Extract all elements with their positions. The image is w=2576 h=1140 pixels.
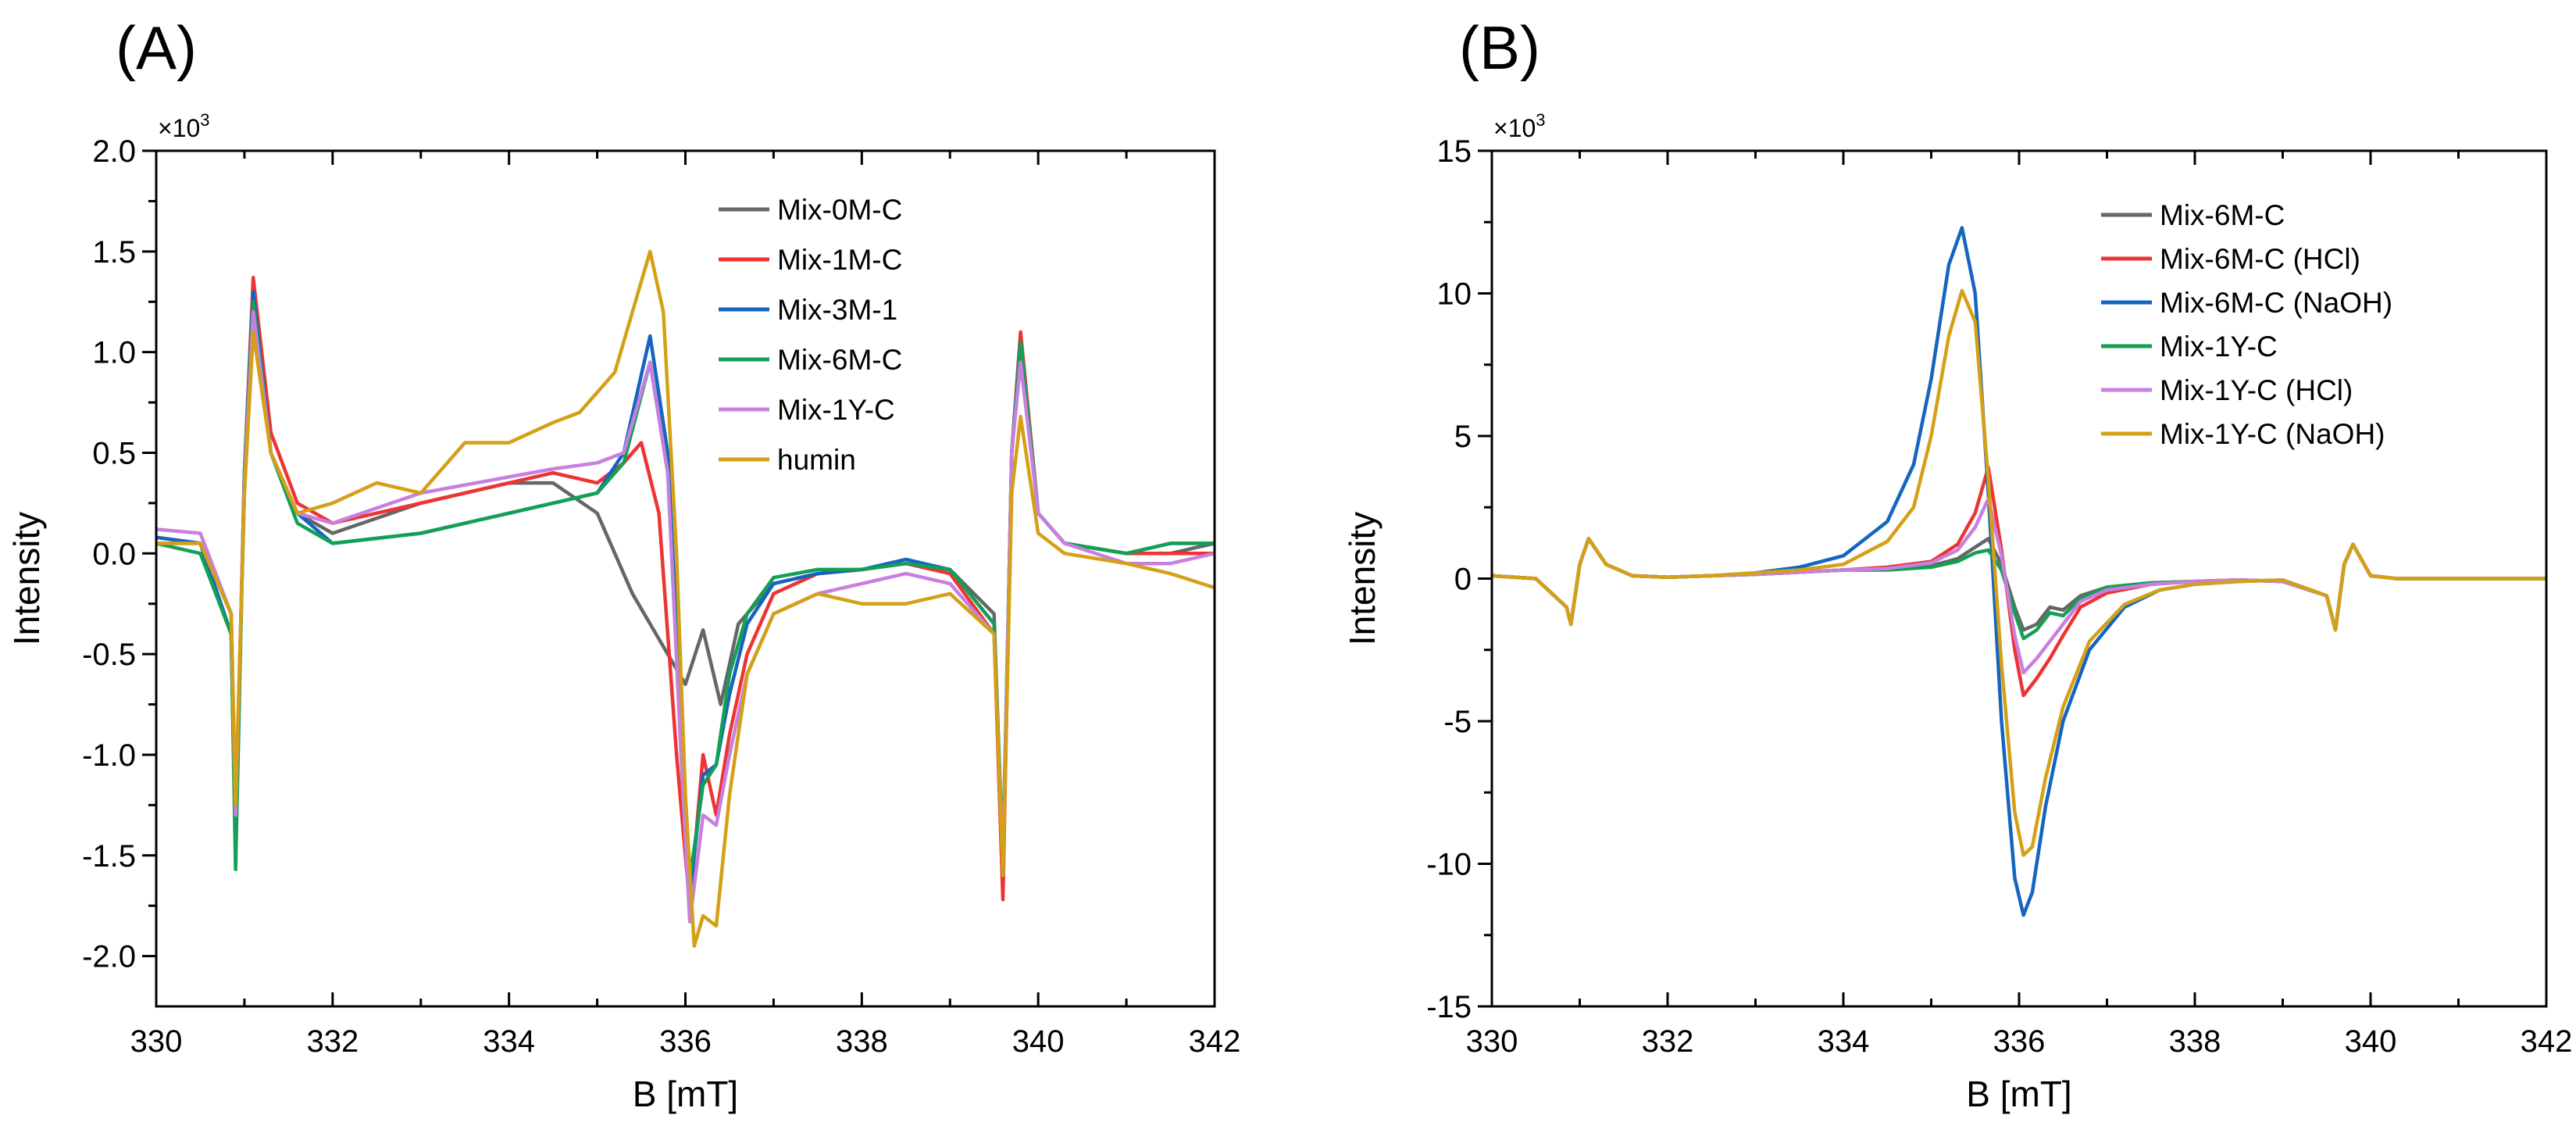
plot-frame (155, 149, 1216, 1008)
legend-label: Mix-6M-C (HCl) (2160, 243, 2360, 275)
series-group (1492, 226, 2546, 917)
legend: Mix-0M-C Mix-1M-C Mix-3M-1 Mix-6M-C Mix-1Y-C… (719, 194, 902, 476)
legend-label: Mix-1Y-C (2160, 331, 2278, 363)
y-tick-label: 0 (1454, 563, 1472, 597)
y-tick-label: 10 (1437, 277, 1472, 312)
y-tick-label: 5 (1454, 420, 1472, 454)
series-line-mix-6m-c-naoh (1492, 226, 2546, 917)
y-tick-label: 2.0 (92, 134, 136, 169)
x-tick-label: 334 (1818, 1024, 1870, 1059)
x-tick-label: 338 (2169, 1024, 2221, 1059)
legend-label: Mix-1Y-C (HCl) (2160, 374, 2353, 406)
panel-b: (B) 330 332 334 336 338 340 342 -15 -10 -5 0 5 10 15 B… (1342, 13, 2572, 1114)
series-line-mix-1y-c-hcl (1492, 497, 2546, 675)
y-axis-label: Intensity (1342, 512, 1383, 645)
y-tick-label: 1.0 (92, 336, 136, 370)
series-line-mix-1y-c (156, 309, 1215, 924)
x-tick-label: 340 (1012, 1024, 1065, 1059)
x-axis-label: B [mT] (1966, 1074, 2071, 1114)
x-tick-label: 334 (483, 1024, 535, 1059)
x-tick-label: 338 (836, 1024, 888, 1059)
x-tick-label: 342 (2521, 1024, 2573, 1059)
legend-label: Mix-3M-1 (777, 294, 897, 326)
panel-a: (A) 330 332 334 336 338 340 342 -2.0 -1.5 -1.0 -0.… (6, 13, 1240, 1114)
x-tick-label: 330 (130, 1024, 183, 1059)
panel-a-label: (A) (116, 13, 197, 82)
legend-label: Mix-6M-C (NaOH) (2160, 287, 2392, 319)
legend-label: Mix-6M-C (2160, 199, 2285, 231)
axis-multiplier-exponent: 3 (200, 110, 209, 130)
y-axis-label: Intensity (6, 512, 47, 645)
legend: Mix-6M-C Mix-6M-C (HCl) Mix-6M-C (NaOH) Mix… (2101, 199, 2392, 450)
legend-label: humin (777, 444, 856, 476)
panel-b-label: (B) (1459, 13, 1540, 82)
axis-multiplier-exponent: 3 (1536, 110, 1545, 130)
series-line-mix-6m-c (1492, 537, 2546, 632)
legend-label: Mix-0M-C (777, 194, 902, 226)
x-tick-label: 330 (1466, 1024, 1518, 1059)
series-line-mix-1y-c (1492, 537, 2546, 641)
y-tick-label: 15 (1437, 134, 1472, 169)
y-tick-label: -5 (1443, 705, 1472, 739)
legend-label: Mix-6M-C (777, 344, 902, 376)
y-tick-label: 0.5 (92, 436, 136, 470)
y-tick-label: 0.0 (92, 537, 136, 571)
y-tick-label: -15 (1426, 990, 1472, 1024)
legend-label: Mix-1M-C (777, 244, 902, 276)
y-tick-label: 1.5 (92, 235, 136, 270)
x-tick-label: 340 (2345, 1024, 2397, 1059)
axis-multiplier: ×103 (158, 110, 210, 142)
series-group (156, 249, 1215, 948)
legend-label: Mix-1Y-C (NaOH) (2160, 418, 2385, 450)
x-tick-label: 332 (1642, 1024, 1694, 1059)
y-tick-label: -1.0 (82, 738, 136, 773)
y-tick-label: -0.5 (82, 638, 136, 672)
x-tick-label: 332 (306, 1024, 359, 1059)
axis-multiplier: ×103 (1493, 110, 1546, 142)
y-tick-label: -1.5 (82, 839, 136, 874)
x-tick-label: 342 (1189, 1024, 1241, 1059)
series-line-mix-1y-c-naoh (1492, 288, 2546, 857)
x-axis-label: B [mT] (633, 1074, 738, 1114)
series-line-humin (156, 249, 1215, 948)
y-tick-label: -2.0 (82, 940, 136, 974)
x-tick-label: 336 (1993, 1024, 2046, 1059)
legend-label: Mix-1Y-C (777, 394, 895, 426)
x-tick-label: 336 (659, 1024, 712, 1059)
y-tick-label: -10 (1426, 848, 1472, 882)
